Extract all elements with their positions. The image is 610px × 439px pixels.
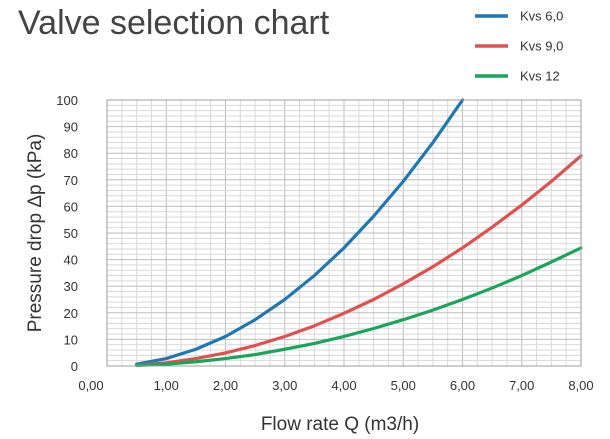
series-line-1 [135,98,465,366]
x-axis-ticks: 0,00 1,00 2,00 3,00 4,00 5,00 6,00 7,00 8,00 [78,378,593,393]
x-tick-label: 2,00 [213,378,238,393]
x-axis-label: Flow rate Q (m3/h) [261,414,419,435]
legend-label: Kvs 9,0 [520,39,563,54]
x-tick-label: 1,00 [154,378,179,393]
y-tick-label: 60 [64,199,78,214]
y-tick-label: 20 [64,306,78,321]
x-tick-label: 0,00 [78,378,103,393]
y-tick-label: 50 [64,226,78,241]
series-layer [135,98,583,368]
y-tick-label: 40 [64,253,78,268]
x-tick-label: 5,00 [391,378,416,393]
grid [107,100,581,366]
x-tick-label: 4,00 [331,378,356,393]
legend-label: Kvs 6,0 [520,9,563,24]
y-tick-label: 80 [64,146,78,161]
y-tick-label: 90 [64,120,78,135]
y-tick-label: 0 [71,359,78,374]
y-tick-label: 30 [64,279,78,294]
x-tick-label: 3,00 [272,378,297,393]
x-tick-label: 7,00 [509,378,534,393]
x-tick-label: 6,00 [450,378,475,393]
y-tick-label: 10 [64,332,78,347]
series-line-3 [135,246,583,368]
plot-area [106,99,582,367]
legend-label: Kvs 12 [520,69,560,84]
y-axis-label: Pressure drop Δp (kPa) [25,134,46,333]
y-tick-label: 70 [64,173,78,188]
y-tick-label: 100 [56,93,78,108]
chart-title: Valve selection chart [18,4,330,42]
series-line-2 [135,154,583,367]
y-axis-ticks: 0 10 20 30 40 50 60 70 80 90 100 [56,93,78,374]
x-tick-label: 8,00 [568,378,593,393]
legend: Kvs 6,0 Kvs 9,0 Kvs 12 [475,9,563,84]
